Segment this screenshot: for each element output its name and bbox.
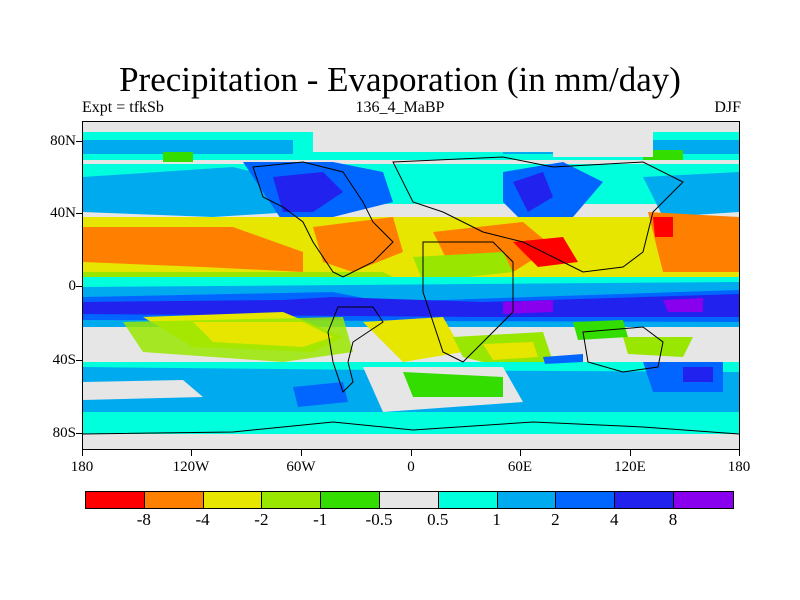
colorbar-label: 0.5 bbox=[427, 510, 449, 529]
colorbar-box bbox=[203, 492, 263, 508]
x-tick bbox=[82, 450, 83, 456]
colorbar-label: -4 bbox=[195, 510, 210, 529]
s-pacific-west-green bbox=[573, 320, 628, 340]
x-label-180-west: 180 bbox=[70, 459, 94, 475]
x-tick bbox=[191, 450, 192, 456]
y-label-80n: 80N bbox=[50, 133, 76, 149]
y-label-80s: 80S bbox=[52, 425, 76, 441]
itcz-darkblue bbox=[83, 294, 739, 317]
n-tropic-green-2 bbox=[413, 252, 513, 282]
map-panel bbox=[82, 121, 740, 450]
x-label-180-east: 180 bbox=[727, 459, 751, 475]
x-label-120w: 120W bbox=[172, 459, 210, 475]
season-label: DJF bbox=[714, 99, 741, 116]
n-pacific-west-track bbox=[643, 172, 739, 217]
colorbar-box bbox=[673, 492, 733, 508]
s-midlat-blue-2 bbox=[543, 354, 583, 364]
patch-green-siberia bbox=[643, 150, 683, 160]
y-tick bbox=[76, 433, 82, 434]
y-tick bbox=[76, 141, 82, 142]
x-label-0: 0 bbox=[407, 459, 415, 475]
chart-title: Precipitation - Evaporation (in mm/day) bbox=[119, 60, 681, 99]
x-label-60e: 60E bbox=[507, 459, 533, 475]
colorbar-label: -0.5 bbox=[365, 510, 393, 529]
x-label-120e: 120E bbox=[614, 459, 646, 475]
y-tick bbox=[76, 286, 82, 287]
s-midlat-gray-1 bbox=[83, 380, 203, 400]
colorbar-box bbox=[144, 492, 204, 508]
x-tick bbox=[739, 450, 740, 456]
patch-gray-arctic bbox=[313, 122, 553, 152]
colorbar-label: -8 bbox=[136, 510, 151, 529]
y-label-40n: 40N bbox=[50, 205, 76, 221]
colorbar-box bbox=[438, 492, 498, 508]
s-indian-yellow bbox=[483, 342, 538, 360]
colorbar-label: -1 bbox=[313, 510, 328, 529]
n-pacific-dry-orange bbox=[83, 227, 303, 272]
asia-core bbox=[513, 172, 553, 212]
n-pacific-storm-track bbox=[83, 167, 293, 217]
n-atlantic-core bbox=[273, 172, 343, 212]
colorbar-label: 4 bbox=[609, 510, 619, 529]
antarctica-outline bbox=[83, 421, 739, 435]
x-tick bbox=[301, 450, 302, 456]
colorbar-label: -2 bbox=[254, 510, 269, 529]
s-pacific-west-dry bbox=[623, 337, 693, 357]
colorbar-box bbox=[86, 492, 145, 508]
x-label-60w: 60W bbox=[286, 459, 316, 475]
s-midlat-darkblue bbox=[683, 367, 713, 382]
colorbar-box bbox=[379, 492, 439, 508]
coastlines bbox=[83, 156, 739, 435]
arabia-dry-red bbox=[513, 237, 578, 267]
y-label-40s: 40S bbox=[52, 352, 76, 368]
s-midlat-green bbox=[403, 372, 503, 397]
x-tick bbox=[411, 450, 412, 456]
s-atlantic-dry bbox=[363, 317, 463, 362]
experiment-label: Expt = tfkSb bbox=[82, 99, 164, 116]
colorbar-box bbox=[497, 492, 557, 508]
antarctic-gray bbox=[83, 434, 739, 449]
colorbar-box bbox=[556, 492, 616, 508]
x-tick bbox=[520, 450, 521, 456]
africa-outline bbox=[422, 241, 514, 363]
y-tick bbox=[76, 360, 82, 361]
north-america-outline bbox=[252, 161, 394, 278]
w-pacific-dry-red bbox=[653, 217, 673, 237]
patch-green-n-pacific bbox=[163, 152, 193, 162]
colorbar-box bbox=[262, 492, 322, 508]
colorbar-box bbox=[321, 492, 380, 508]
x-tick bbox=[630, 450, 631, 456]
colorbar bbox=[85, 491, 734, 509]
colorbar-label: 8 bbox=[668, 510, 678, 529]
australia-outline bbox=[582, 326, 664, 373]
y-label-0: 0 bbox=[68, 278, 77, 294]
itcz-purple bbox=[503, 300, 553, 314]
itcz-purple-2 bbox=[663, 298, 703, 312]
colorbar-label: 2 bbox=[551, 510, 560, 529]
n-atlantic-dry-orange bbox=[313, 217, 403, 272]
colorbar-box bbox=[615, 492, 674, 508]
eurasia-outline bbox=[392, 156, 684, 273]
s-pacific-dry-yellow-core bbox=[193, 322, 333, 347]
period-label: 136_4_MaBP bbox=[355, 99, 445, 116]
s-atlantic-blue bbox=[293, 382, 348, 407]
band-arctic-lightblue bbox=[83, 140, 293, 154]
south-america-outline bbox=[327, 306, 384, 393]
y-tick bbox=[76, 213, 82, 214]
colorbar-label: 1 bbox=[492, 510, 501, 529]
precip-evap-map bbox=[83, 122, 739, 449]
patch-gray-asia bbox=[553, 132, 653, 157]
